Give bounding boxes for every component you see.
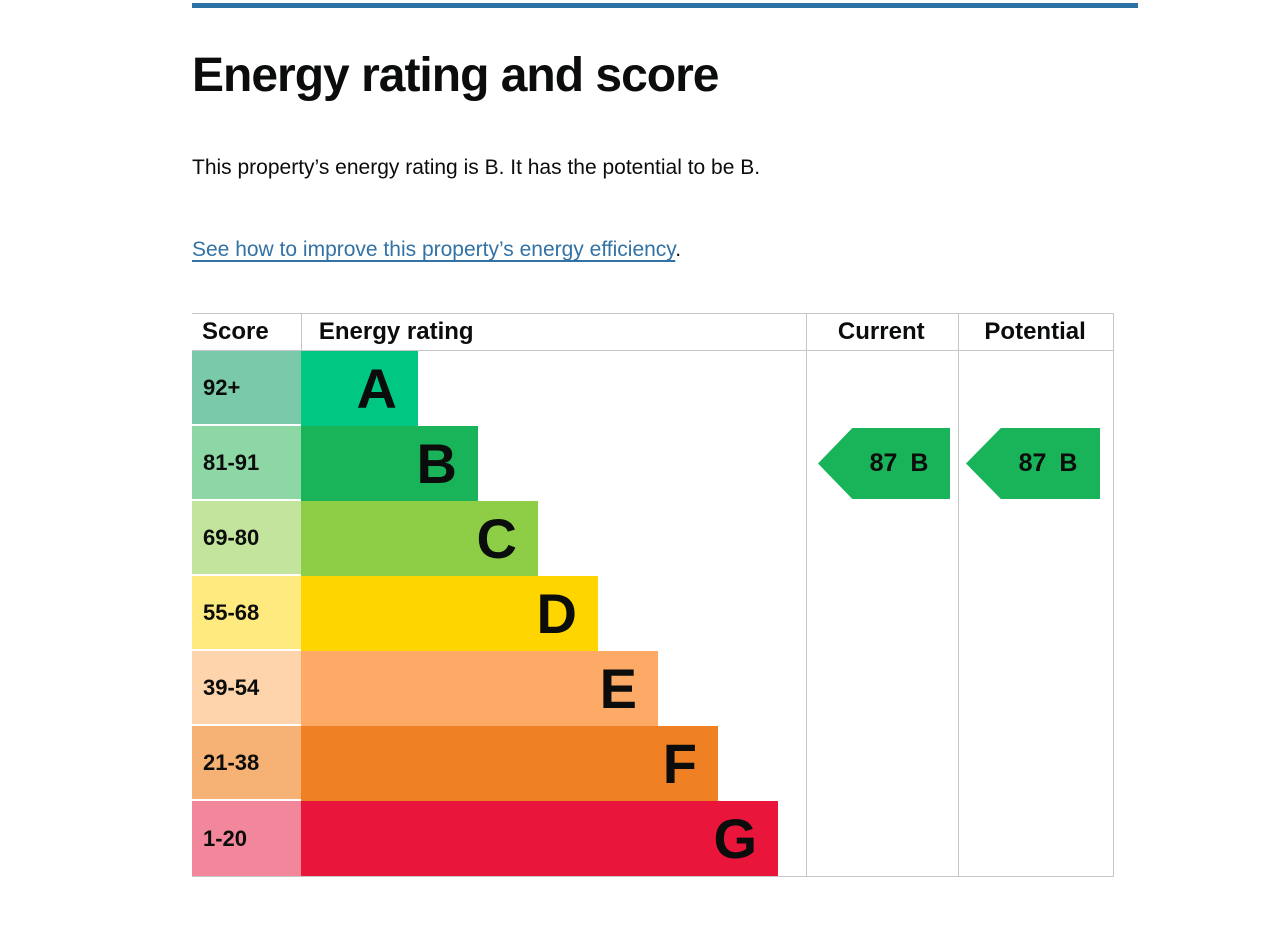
band-score-range: 69-80 (192, 501, 301, 576)
band-letter: A (356, 356, 397, 420)
band-row: 55-68 D (192, 576, 1113, 651)
epc-table-body: 92+ A 81-91 B 69-80 C 55-68 D 39-54 E 21… (192, 351, 1113, 876)
column-header-score: Score (202, 318, 269, 345)
band-score-range: 81-91 (192, 426, 301, 501)
potential-score: 87 (1018, 449, 1047, 477)
improve-efficiency-link[interactable]: See how to improve this property’s energ… (192, 238, 676, 261)
band-score-range: 55-68 (192, 576, 301, 651)
band-letter: C (476, 506, 517, 570)
potential-band-letter: B (1059, 449, 1078, 477)
band-bar: G (301, 801, 778, 876)
band-bar: D (301, 576, 598, 651)
band-letter: E (599, 656, 637, 720)
band-bar: B (301, 426, 478, 501)
band-score-range: 21-38 (192, 726, 301, 801)
band-bar: A (301, 351, 418, 426)
band-score-range: 92+ (192, 351, 301, 426)
band-letter: B (416, 431, 457, 495)
current-band-letter: B (910, 449, 929, 477)
section-divider (192, 3, 1138, 8)
band-score-range: 39-54 (192, 651, 301, 726)
band-letter: D (536, 581, 577, 645)
potential-column-divider (958, 314, 959, 876)
epc-rating-table: Score Energy rating Current Potential 92… (192, 313, 1114, 877)
page-title: Energy rating and score (192, 49, 720, 102)
band-bar: F (301, 726, 718, 801)
rating-summary-text: This property’s energy rating is B. It h… (192, 156, 761, 179)
improve-link-line: See how to improve this property’s energ… (192, 235, 1139, 265)
epc-table-header: Score Energy rating Current Potential (192, 314, 1113, 351)
band-row: 81-91 B (192, 426, 1113, 501)
band-score-range: 1-20 (192, 801, 301, 876)
band-row: 92+ A (192, 351, 1113, 426)
band-row: 1-20 G (192, 801, 1113, 876)
band-letter: F (662, 731, 697, 795)
band-row: 21-38 F (192, 726, 1113, 801)
column-header-energy-rating: Energy rating (300, 314, 805, 350)
band-row: 39-54 E (192, 651, 1113, 726)
band-bar: E (301, 651, 658, 726)
band-letter: G (713, 806, 757, 870)
current-column-divider (806, 314, 807, 876)
band-bar: C (301, 501, 538, 576)
column-header-current: Current (837, 318, 925, 345)
column-header-potential: Potential (984, 318, 1086, 345)
band-row: 69-80 C (192, 501, 1113, 576)
current-score: 87 (869, 449, 898, 477)
link-suffix: . (675, 238, 682, 261)
page-content: Energy rating and score This property’s … (192, 0, 1139, 877)
